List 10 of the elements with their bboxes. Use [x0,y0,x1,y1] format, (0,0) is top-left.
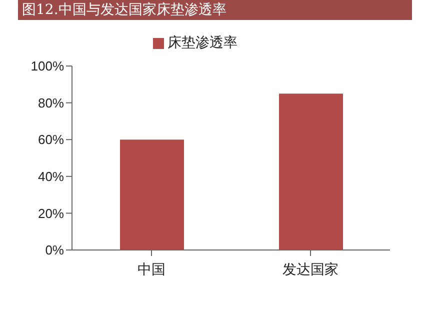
y-tick-label: 0% [45,242,64,258]
y-tick-label: 80% [38,95,64,110]
y-tick-label: 20% [38,206,64,221]
y-tick-label: 100% [30,58,64,74]
x-tick-label: 发达国家 [282,262,338,278]
legend-label: 床垫渗透率 [168,35,238,51]
chart-title: 图12.中国与发达国家床垫渗透率 [18,0,412,20]
y-tick-label: 60% [38,132,64,148]
x-tick-label: 中国 [138,262,166,278]
y-tick-label: 40% [38,169,64,184]
